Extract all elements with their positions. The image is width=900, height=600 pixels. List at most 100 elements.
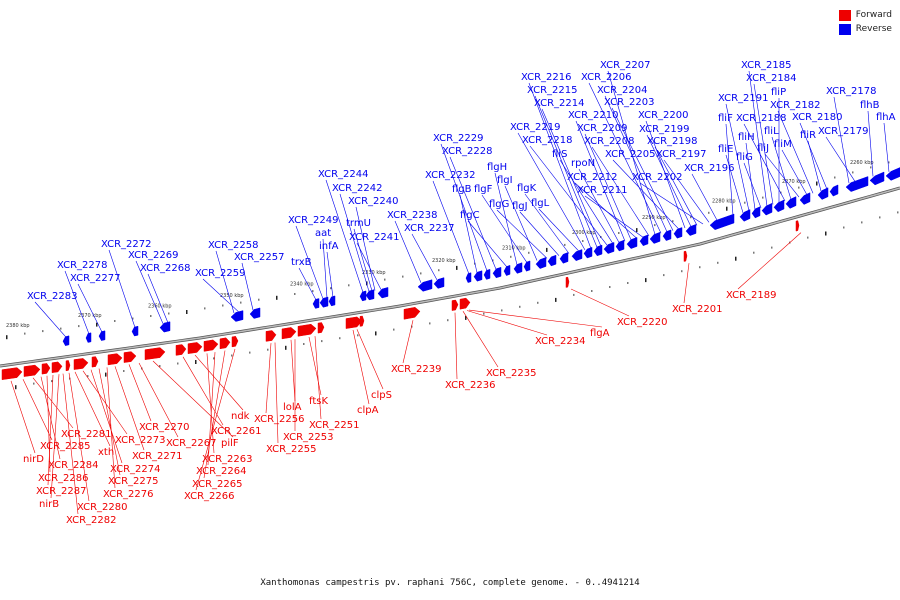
legend-label-forward: Forward: [855, 10, 892, 20]
reverse-gene-leaders: [34, 70, 890, 338]
forward-gene-label: XCR_2201: [672, 304, 723, 315]
forward-gene-leader: [138, 362, 179, 438]
forward-gene-label: XCR_2281: [61, 429, 112, 440]
reverse-gene-label: XCR_2188: [736, 113, 787, 124]
tick-label: 2340 kbp: [290, 282, 314, 288]
tick-mark-lower: [609, 286, 611, 288]
reverse-gene-label: flgH: [487, 162, 507, 173]
reverse-gene-leader: [753, 83, 774, 205]
reverse-gene-leader: [591, 146, 650, 237]
forward-gene: [107, 353, 123, 366]
reverse-gene-label: flgL: [531, 198, 550, 209]
reverse-gene: [845, 176, 869, 192]
reverse-gene-leader: [764, 153, 800, 198]
reverse-gene-leader: [202, 278, 240, 313]
reverse-gene-leader: [654, 146, 698, 226]
reverse-gene-leader: [645, 120, 686, 229]
tick-mark-lower: [645, 278, 647, 283]
forward-gene-label: lolA: [283, 402, 302, 413]
tick-mark-upper: [222, 304, 224, 307]
forward-gene-label: pilF: [221, 438, 239, 449]
tick-mark-upper: [834, 176, 836, 179]
reverse-gene: [751, 206, 761, 219]
forward-gene: [187, 342, 203, 354]
tick-mark-upper: [456, 265, 458, 270]
forward-gene-leader: [468, 309, 603, 328]
reverse-gene-label: XCR_2249: [288, 215, 339, 226]
tick-mark-lower: [249, 351, 251, 354]
forward-gene-label: XCR_2282: [66, 515, 117, 526]
forward-gene-leader: [32, 377, 74, 429]
tick-mark-upper: [384, 278, 386, 281]
tick-mark-lower: [177, 362, 179, 365]
reverse-gene-label: XCR_2257: [234, 252, 285, 263]
forward-gene: [451, 299, 459, 311]
genome-caption: Xanthomonas campestris pv. raphani 756C,…: [260, 578, 640, 588]
forward-gene-label: XCR_2220: [617, 317, 668, 328]
reverse-gene-leader: [611, 107, 674, 231]
forward-gene-leader: [290, 339, 296, 402]
tick-mark-upper: [78, 325, 80, 328]
forward-gene-label: XCR_2274: [110, 464, 161, 475]
forward-gene-label: XCR_2189: [726, 290, 777, 301]
forward-gene-leader: [114, 366, 145, 451]
tick-mark-upper: [852, 171, 854, 174]
reverse-gene: [593, 244, 603, 257]
reverse-gene-label: XCR_2237: [404, 223, 455, 234]
reverse-gene-leader: [517, 132, 586, 251]
reverse-gene-label: XCR_2238: [387, 210, 438, 221]
tick-mark-lower: [195, 360, 197, 364]
reverse-gene-leader: [588, 82, 662, 234]
reverse-gene-label: XCR_2207: [600, 60, 651, 71]
tick-mark-lower: [663, 274, 665, 277]
tick-mark-upper: [888, 161, 890, 164]
reverse-gene-label: XCR_2184: [746, 73, 797, 84]
forward-gene-label: XCR_2267: [166, 438, 217, 449]
reverse-gene: [483, 268, 491, 280]
tick-mark-upper: [348, 284, 350, 287]
reverse-gene-leader: [639, 182, 704, 225]
reverse-gene-leader: [799, 122, 828, 190]
reverse-gene-label: XCR_2204: [597, 85, 648, 96]
forward-gene: [175, 344, 187, 356]
reverse-gene-label: XCR_2196: [684, 163, 735, 174]
tick-label: 2330 kbp: [362, 270, 386, 276]
reverse-gene: [583, 246, 593, 259]
reverse-gene: [535, 257, 547, 269]
forward-gene-leader: [195, 348, 236, 491]
forward-gene: [123, 351, 137, 363]
forward-gene-leader: [106, 367, 116, 489]
tick-mark-upper: [546, 247, 548, 252]
reverse-gene-leader: [326, 251, 334, 298]
reverse-gene-leader: [298, 267, 317, 301]
reverse-gene-leader: [771, 136, 792, 200]
reverse-gene: [773, 199, 785, 213]
reverse-gene: [417, 279, 433, 292]
reverse-gene-label: flgG: [489, 199, 509, 210]
reverse-gene-label: XCR_2244: [318, 169, 369, 180]
reverse-gene-leader: [604, 95, 668, 233]
reverse-gene-label: infA: [319, 241, 339, 252]
reverse-gene-label: XCR_2269: [128, 250, 179, 261]
tick-label: 2370 kbp: [78, 313, 102, 319]
tick-mark-lower: [465, 315, 467, 320]
reverse-gene-label: fliJ: [757, 143, 769, 154]
tick-label: 2300 kbp: [572, 230, 596, 236]
reverse-gene-leader: [356, 242, 382, 290]
tick-marks: [6, 161, 899, 390]
tick-mark-upper: [492, 259, 494, 262]
forward-gene-leader: [62, 373, 79, 515]
reverse-gene-label: fliL: [764, 126, 779, 137]
reverse-gene-label: XCR_2197: [656, 149, 707, 160]
tick-mark-upper: [402, 275, 404, 278]
reverse-gene-leader: [743, 162, 762, 208]
tick-mark-lower: [771, 246, 773, 249]
tick-mark-upper: [870, 166, 872, 169]
reverse-gene: [817, 187, 829, 200]
reverse-gene-label: XCR_2180: [792, 112, 843, 123]
reverse-gene-label: fliE: [718, 144, 733, 155]
tick-mark-upper: [726, 206, 728, 211]
reverse-gene: [785, 196, 797, 209]
tick-mark-upper: [816, 181, 818, 186]
forward-swatch: [838, 9, 851, 21]
